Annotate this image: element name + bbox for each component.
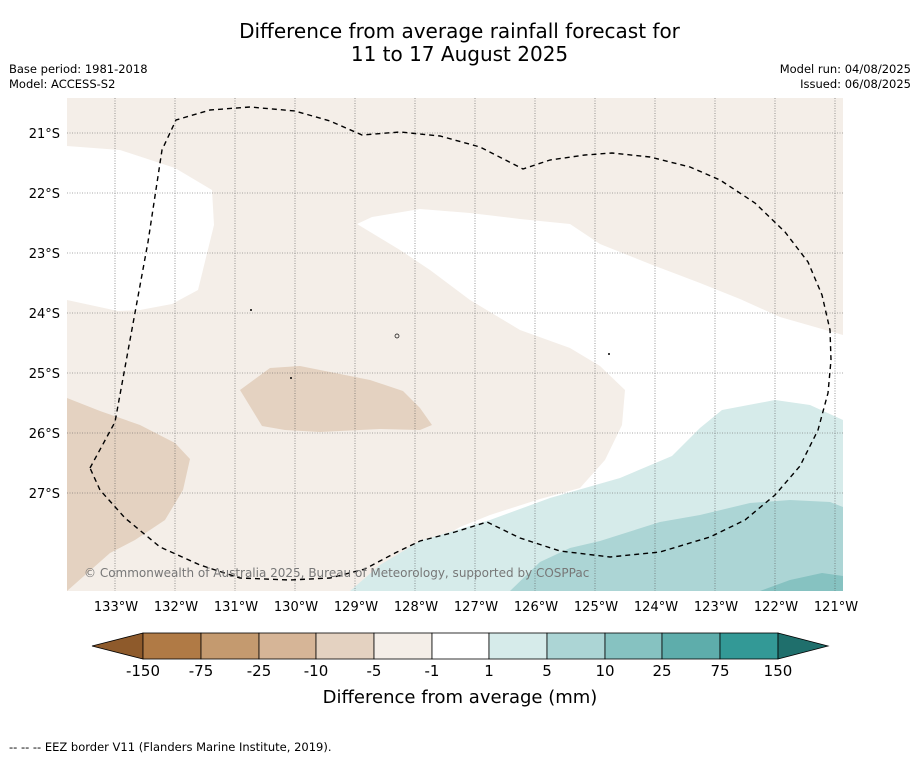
lon-label: 128°W bbox=[394, 600, 438, 615]
colorbar-label: Difference from average (mm) bbox=[323, 687, 598, 708]
small-contour-dot bbox=[608, 353, 610, 355]
latitude-labels: 21°S 22°S 23°S 24°S 25°S 26°S 27°S bbox=[29, 127, 60, 502]
map-title-line-1: Difference from average rainfall forecas… bbox=[239, 19, 680, 43]
lon-label: 121°W bbox=[814, 600, 858, 615]
near-normal-region-west bbox=[67, 146, 214, 311]
eez-border bbox=[89, 106, 832, 581]
lon-label: 131°W bbox=[214, 600, 258, 615]
colorbar-segment bbox=[546, 632, 606, 660]
wet-region-teal bbox=[510, 500, 843, 591]
model-text: Model: ACCESS-S2 bbox=[9, 77, 116, 91]
colorbar bbox=[91, 632, 830, 660]
colorbar-tick-label: 1 bbox=[484, 662, 494, 680]
colorbar-segment bbox=[315, 632, 375, 660]
colorbar-tick-label: 150 bbox=[764, 662, 793, 680]
colorbar-tick-label: -5 bbox=[367, 662, 382, 680]
colorbar-segment bbox=[200, 632, 260, 660]
lon-label: 124°W bbox=[634, 600, 678, 615]
colorbar-tick-label: 5 bbox=[542, 662, 552, 680]
dry-region-southwest bbox=[67, 398, 190, 591]
lon-label: 130°W bbox=[274, 600, 318, 615]
lat-label: 27°S bbox=[29, 487, 60, 502]
wet-region-medium-teal bbox=[760, 573, 843, 591]
lon-label: 125°W bbox=[574, 600, 618, 615]
colorbar-segment-left-arrow bbox=[91, 632, 144, 660]
colorbar-segment bbox=[373, 632, 433, 660]
map-area: © Commonwealth of Australia 2025, Bureau… bbox=[67, 98, 843, 591]
lat-label: 23°S bbox=[29, 247, 60, 262]
colorbar-segment bbox=[142, 632, 202, 660]
colorbar-tick-label: 10 bbox=[595, 662, 614, 680]
colorbar-segment bbox=[719, 632, 779, 660]
colorbar-tick-label: -10 bbox=[304, 662, 329, 680]
lon-label: 123°W bbox=[694, 600, 738, 615]
lon-label: 133°W bbox=[94, 600, 138, 615]
lat-label: 22°S bbox=[29, 187, 60, 202]
lat-label: 25°S bbox=[29, 367, 60, 382]
issued-text: Issued: 06/08/2025 bbox=[800, 77, 911, 91]
small-contour-dot bbox=[394, 333, 400, 339]
dry-region-central bbox=[240, 366, 432, 432]
colorbar-segment bbox=[661, 632, 721, 660]
small-contour-dot bbox=[290, 377, 292, 379]
gridlines bbox=[67, 98, 843, 591]
lat-label: 24°S bbox=[29, 307, 60, 322]
lat-label: 21°S bbox=[29, 127, 60, 142]
colorbar-tick-label: -25 bbox=[247, 662, 272, 680]
small-contour-dot bbox=[250, 309, 252, 311]
colorbar-tick-labels: -150 -75 -25 -10 -5 -1 1 5 10 25 75 150 bbox=[126, 662, 792, 680]
colorbar-segment bbox=[488, 632, 548, 660]
lon-label: 122°W bbox=[754, 600, 798, 615]
colorbar-tick-label: 75 bbox=[710, 662, 729, 680]
model-run-text: Model run: 04/08/2025 bbox=[779, 62, 911, 76]
longitude-labels: 133°W 132°W 131°W 130°W 129°W 128°W 127°… bbox=[94, 600, 858, 615]
colorbar-tick-label: 25 bbox=[652, 662, 671, 680]
colorbar-segment bbox=[258, 632, 317, 660]
lat-label: 26°S bbox=[29, 427, 60, 442]
colorbar-tick-label: -1 bbox=[425, 662, 440, 680]
colorbar-segment bbox=[431, 632, 490, 660]
map-title-line-2: 11 to 17 August 2025 bbox=[350, 42, 569, 66]
colorbar-segment bbox=[604, 632, 663, 660]
lon-label: 129°W bbox=[334, 600, 378, 615]
colorbar-segment-right-arrow bbox=[777, 632, 830, 660]
base-period-text: Base period: 1981-2018 bbox=[9, 62, 148, 76]
lon-label: 132°W bbox=[154, 600, 198, 615]
lon-label: 127°W bbox=[454, 600, 498, 615]
eez-legend-text: -- -- -- EEZ border V11 (Flanders Marine… bbox=[9, 740, 332, 754]
lon-label: 126°W bbox=[514, 600, 558, 615]
copyright-text: © Commonwealth of Australia 2025, Bureau… bbox=[84, 566, 589, 580]
colorbar-tick-label: -75 bbox=[189, 662, 214, 680]
colorbar-tick-label: -150 bbox=[126, 662, 160, 680]
